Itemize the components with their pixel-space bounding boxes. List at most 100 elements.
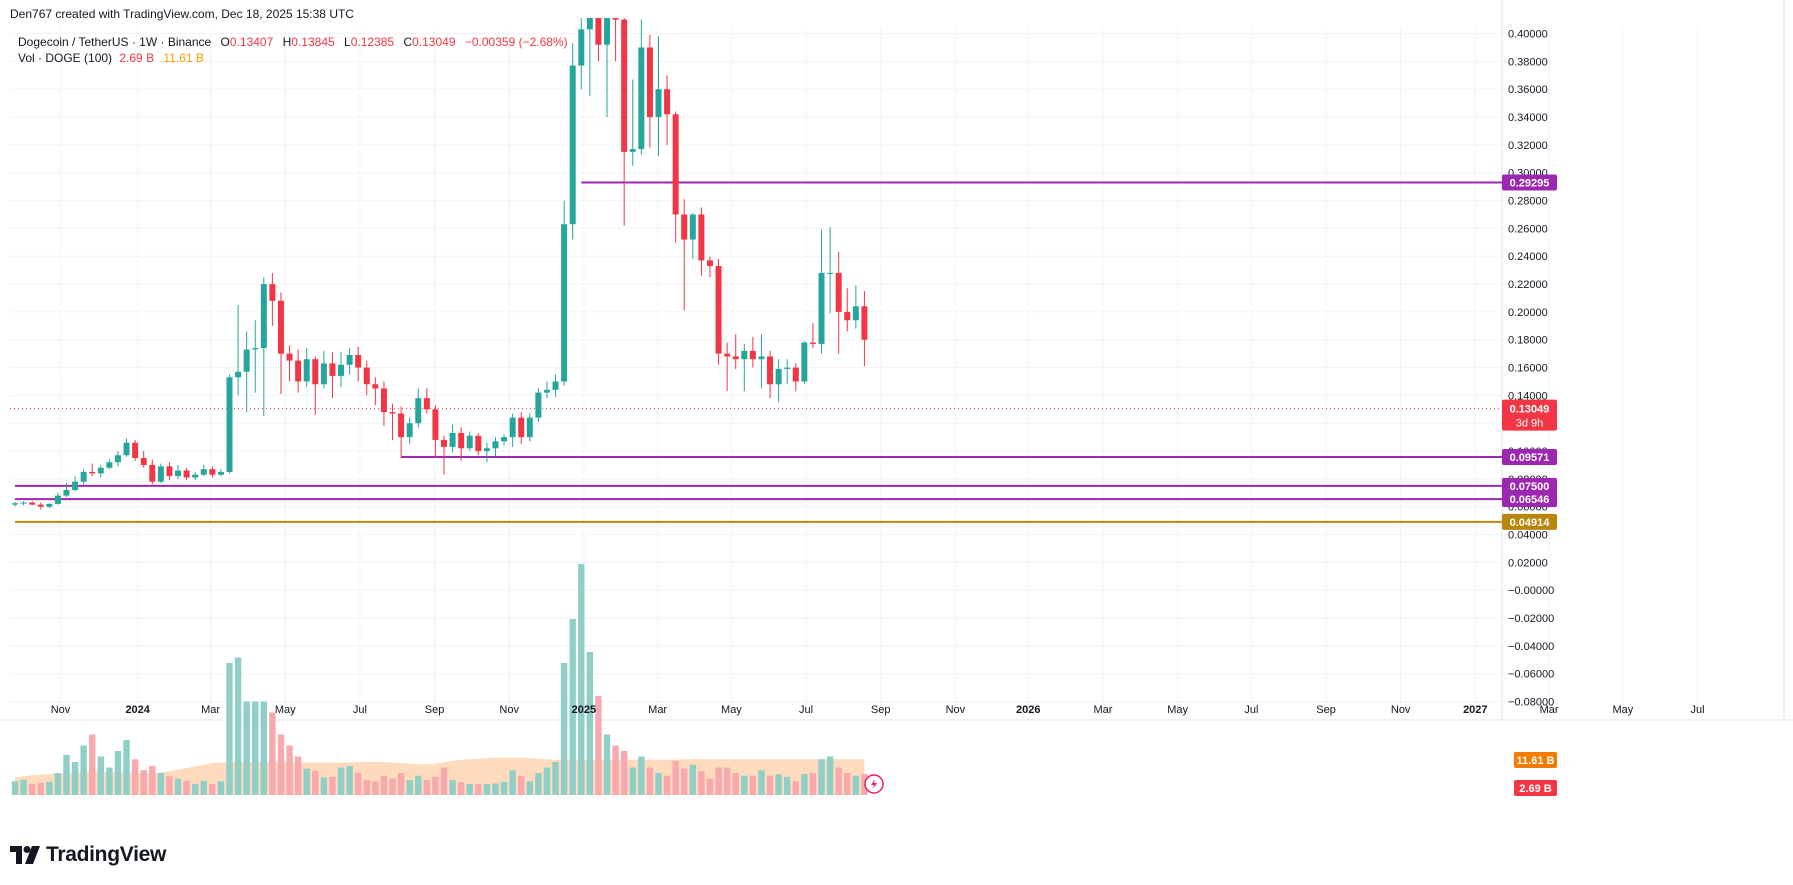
- volume-bar-down: [355, 773, 362, 795]
- candle-up: [303, 359, 310, 382]
- volume-bar-up: [406, 780, 413, 795]
- volume-bar-up: [157, 773, 165, 795]
- volume-bar-down: [286, 745, 293, 795]
- volume-bar-up: [303, 768, 310, 795]
- price-tick-label: 0.04000: [1508, 530, 1548, 542]
- level-badge-label: 0.04914: [1510, 517, 1551, 529]
- candle-down: [612, 18, 619, 20]
- chart-credit: Den767 created with TradingView.com, Dec…: [10, 7, 354, 21]
- time-tick-label: Jul: [1244, 704, 1258, 716]
- volume-bar-down: [372, 781, 379, 795]
- time-tick-label: 2025: [572, 704, 596, 716]
- time-tick-label: Mar: [648, 704, 667, 716]
- candle-up: [741, 350, 748, 360]
- candle-up: [586, 18, 593, 30]
- candle-up: [252, 348, 259, 350]
- ohlc-open-label: O: [220, 35, 230, 49]
- symbol-name[interactable]: Dogecoin / TetherUS · 1W · Binance: [18, 35, 212, 49]
- price-tick-label: −0.06000: [1508, 669, 1554, 681]
- volume-ma-value: 11.61 B: [163, 51, 204, 65]
- candle-up: [466, 435, 473, 449]
- candle-down: [792, 367, 799, 382]
- volume-bar-down: [389, 778, 396, 795]
- bar-countdown: 3d 9h: [1516, 418, 1544, 430]
- candle-down: [37, 504, 44, 507]
- candlesticks: [12, 18, 868, 510]
- candle-up: [501, 437, 508, 442]
- candle-up: [818, 272, 825, 344]
- volume-bar-down: [440, 767, 448, 795]
- volume-bar-up: [11, 781, 19, 795]
- ohlc-high-value: 0.13845: [291, 35, 335, 49]
- tradingview-logo[interactable]: TradingView: [10, 843, 166, 867]
- candle-up: [569, 65, 576, 225]
- level-badge: [1502, 513, 1557, 530]
- candle-down: [715, 265, 722, 354]
- volume-bar-up: [535, 773, 542, 795]
- volume-bars: [11, 564, 868, 795]
- candle-down: [286, 353, 293, 361]
- tradingview-logo-icon: [10, 846, 40, 864]
- candle-up: [226, 377, 233, 472]
- candle-up: [80, 471, 87, 482]
- candle-up: [114, 455, 121, 463]
- volume-bar-up: [603, 734, 611, 795]
- volume-bar-down: [749, 775, 757, 795]
- candle-down: [183, 470, 190, 478]
- volume-indicator-name[interactable]: Vol · DOGE (100): [18, 51, 113, 65]
- candle-up: [106, 462, 113, 468]
- level-badge: [1502, 491, 1557, 508]
- volume-bar-up: [758, 770, 765, 795]
- time-tick-label: Jul: [799, 704, 813, 716]
- candle-up: [157, 466, 164, 482]
- candle-up: [852, 306, 859, 321]
- candle-down: [861, 306, 868, 340]
- candle-down: [277, 300, 284, 354]
- candle-down: [441, 439, 447, 447]
- candle-down: [518, 417, 525, 438]
- volume-bar-up: [114, 751, 122, 795]
- candle-up: [243, 349, 250, 372]
- volume-bar-up: [826, 756, 834, 795]
- tradingview-logo-text: TradingView: [46, 843, 167, 866]
- candle-up: [526, 417, 533, 438]
- volume-bar-down: [269, 712, 276, 795]
- candle-up: [54, 495, 61, 504]
- volume-badge-label: 11.61 B: [1517, 755, 1555, 767]
- candle-down: [89, 471, 96, 474]
- volume-bar-up: [741, 775, 748, 795]
- volume-bar-up: [449, 780, 456, 795]
- candle-up: [72, 481, 79, 491]
- candle-down: [458, 432, 465, 449]
- candle-down: [166, 466, 173, 477]
- candle-down: [372, 384, 379, 389]
- ohlc-close-value: 0.13049: [412, 35, 456, 49]
- symbol-legend: Dogecoin / TetherUS · 1W · Binance O 0.13…: [18, 35, 568, 49]
- current-price-badge: [1502, 399, 1557, 431]
- candle-up: [449, 432, 456, 447]
- volume-bar-down: [363, 780, 370, 795]
- candle-down: [672, 114, 679, 215]
- candle-up: [561, 224, 568, 382]
- volume-bar-up: [63, 754, 70, 795]
- volume-badge: [1514, 780, 1557, 796]
- price-tick-label: 0.24000: [1508, 251, 1548, 263]
- time-tick-label: Sep: [1316, 704, 1336, 716]
- time-tick-label: May: [1613, 704, 1634, 716]
- candle-up: [604, 18, 611, 45]
- volume-bar-up: [775, 774, 782, 795]
- volume-badge-label: 2.69 B: [1519, 783, 1551, 795]
- volume-bar-up: [415, 775, 422, 795]
- volume-bar-down: [681, 768, 688, 795]
- time-tick-label: Nov: [51, 704, 71, 716]
- volume-bar-down: [646, 767, 654, 795]
- price-tick-label: 0.26000: [1508, 223, 1548, 235]
- volume-bar-down: [475, 784, 482, 795]
- candle-up: [801, 342, 808, 382]
- candle-down: [621, 19, 628, 152]
- volume-bar-down: [397, 773, 405, 795]
- candle-down: [809, 342, 816, 344]
- candle-down: [432, 409, 439, 440]
